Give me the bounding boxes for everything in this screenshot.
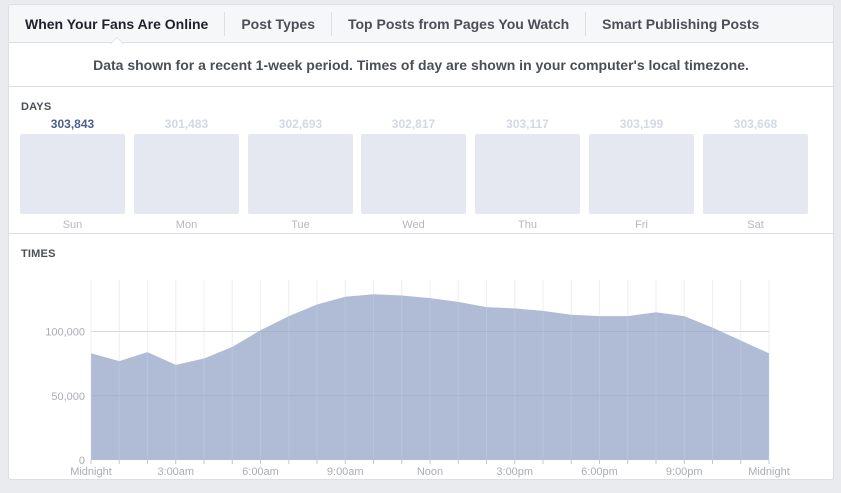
days-section: DAYS 303,843 Sun 301,483 Mon 302,693 Tue…: [9, 87, 833, 234]
tab-post-types[interactable]: Post Types: [225, 5, 331, 43]
day-value: 303,668: [733, 117, 778, 131]
day-bar[interactable]: [703, 134, 808, 214]
svg-text:3:00pm: 3:00pm: [496, 466, 533, 478]
days-title: DAYS: [21, 101, 52, 113]
day-value: 303,199: [619, 117, 664, 131]
tab-divider: [224, 11, 226, 36]
svg-text:100,000: 100,000: [45, 327, 85, 339]
svg-text:0: 0: [79, 455, 85, 467]
day-column-sun[interactable]: 303,843 Sun: [20, 115, 125, 231]
times-area-chart[interactable]: 0 50,000 100,000 Midnight 3:00am 6:00am 9:00a…: [9, 234, 834, 480]
svg-text:Noon: Noon: [417, 466, 443, 478]
day-value: 303,117: [506, 117, 549, 131]
day-bar[interactable]: [361, 134, 466, 214]
day-value: 301,483: [164, 117, 209, 131]
day-bar[interactable]: [20, 134, 125, 214]
active-tab-caret-icon: [109, 36, 124, 44]
day-label: Sun: [62, 219, 83, 231]
day-label: Tue: [291, 219, 310, 231]
day-bar[interactable]: [475, 134, 580, 214]
tab-when-fans-online[interactable]: When Your Fans Are Online: [9, 5, 224, 44]
svg-text:6:00pm: 6:00pm: [581, 466, 618, 478]
day-label: Mon: [175, 219, 198, 231]
tab-bar: When Your Fans Are Online Post Types Top…: [9, 5, 833, 44]
tab-smart-publishing-posts[interactable]: Smart Publishing Posts: [586, 5, 775, 43]
tab-top-posts-pages-you-watch[interactable]: Top Posts from Pages You Watch: [332, 5, 585, 43]
svg-text:9:00pm: 9:00pm: [666, 466, 703, 478]
tab-label: Post Types: [241, 15, 315, 32]
day-label: Thu: [518, 219, 537, 231]
day-column-mon[interactable]: 301,483 Mon: [134, 115, 239, 231]
day-bar[interactable]: [589, 134, 694, 214]
times-title: TIMES: [21, 248, 56, 260]
day-value: 302,693: [278, 117, 323, 131]
times-section: TIMES 0 50,000 100,000 Midnight 3:00am 6:00a…: [9, 234, 834, 480]
timezone-notice: Data shown for a recent 1-week period. T…: [9, 43, 833, 87]
page-insights-card: When Your Fans Are Online Post Types Top…: [8, 4, 834, 480]
day-bar[interactable]: [134, 134, 239, 214]
day-value: 303,843: [50, 117, 95, 131]
tab-divider: [585, 11, 587, 36]
day-label: Sat: [747, 219, 764, 231]
day-column-tue[interactable]: 302,693 Tue: [248, 115, 353, 231]
day-label: Fri: [635, 219, 648, 231]
svg-text:Midnight: Midnight: [748, 466, 790, 478]
tab-divider: [330, 11, 332, 36]
svg-text:Midnight: Midnight: [70, 466, 112, 478]
online-fans-area[interactable]: [91, 294, 769, 460]
day-column-fri[interactable]: 303,199 Fri: [589, 115, 694, 231]
tab-label: Top Posts from Pages You Watch: [347, 15, 570, 32]
day-column-thu[interactable]: 303,117 Thu: [475, 115, 580, 231]
day-column-wed[interactable]: 302,817 Wed: [361, 115, 466, 231]
svg-text:50,000: 50,000: [51, 391, 85, 403]
x-axis-labels: Midnight 3:00am 6:00am 9:00am Noon 3:00pm 6:00…: [70, 466, 790, 478]
svg-text:9:00am: 9:00am: [327, 466, 364, 478]
y-axis-labels: 0 50,000 100,000: [45, 327, 85, 468]
tab-label: When Your Fans Are Online: [25, 15, 209, 32]
x-axis-ticks: [90, 460, 770, 464]
tab-label: Smart Publishing Posts: [602, 15, 760, 32]
day-bar[interactable]: [248, 134, 353, 214]
day-value: 302,817: [391, 117, 436, 131]
day-column-sat[interactable]: 303,668 Sat: [703, 115, 808, 231]
svg-text:3:00am: 3:00am: [157, 466, 194, 478]
svg-text:6:00am: 6:00am: [242, 466, 279, 478]
day-label: Wed: [402, 219, 425, 231]
